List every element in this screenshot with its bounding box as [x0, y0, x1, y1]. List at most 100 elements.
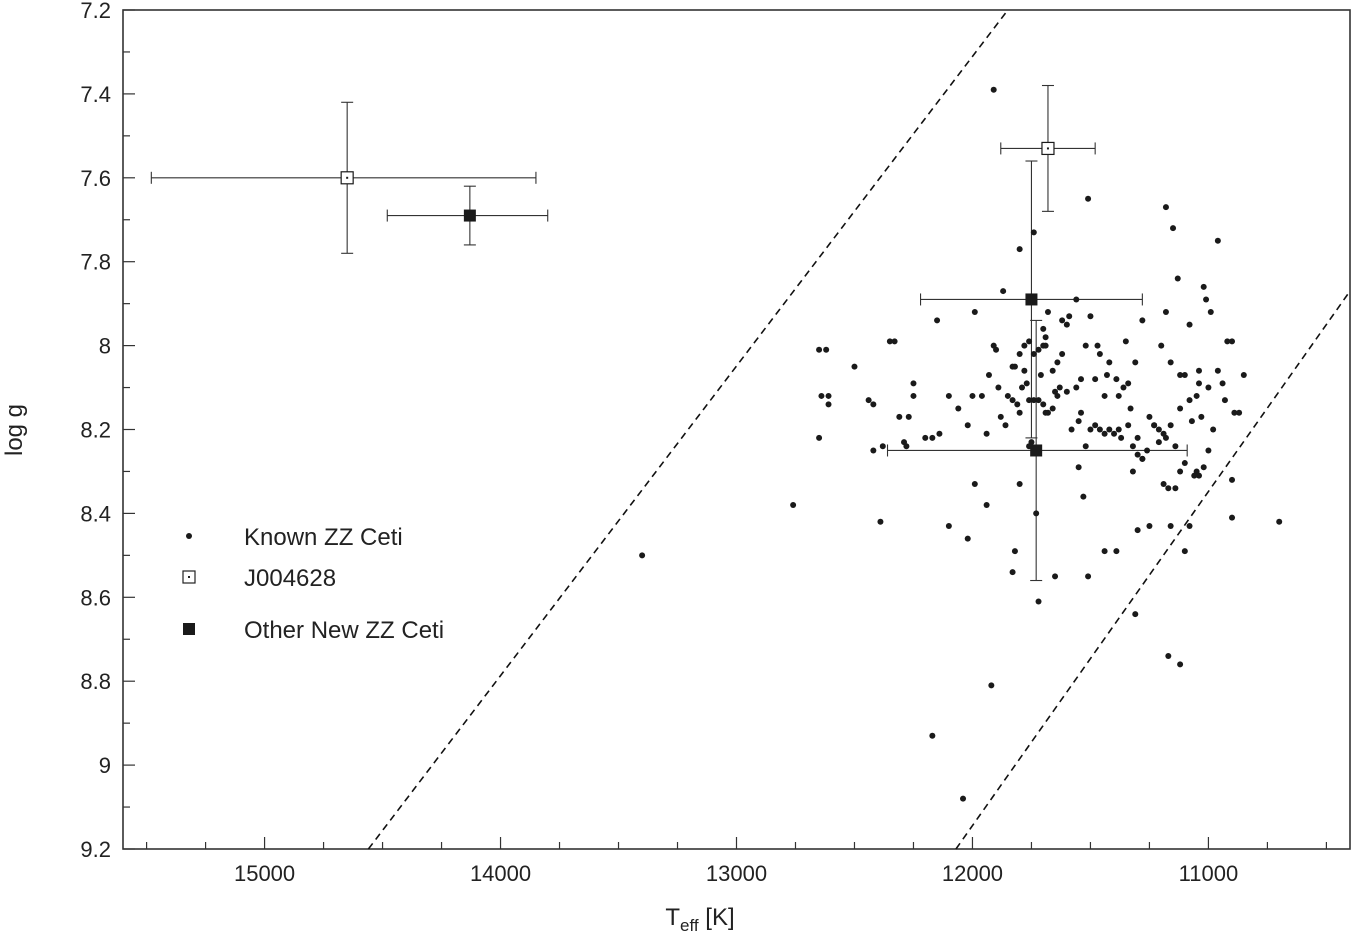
known-zz-ceti-point [1073, 296, 1080, 303]
known-zz-ceti-point [896, 413, 903, 420]
known-zz-ceti-point [1066, 313, 1073, 320]
known-zz-ceti-point [1224, 338, 1231, 345]
strip-line-red-edge [955, 290, 1351, 850]
known-zz-ceti-point [877, 518, 884, 525]
y-tick-labels: 7.2 7.4 7.6 7.8 8 8.2 8.4 8.6 8.8 9 9.2 [80, 0, 111, 862]
known-zz-ceti-point [1214, 367, 1221, 374]
known-zz-ceti-point [1195, 472, 1202, 479]
known-zz-ceti-point [1139, 317, 1146, 324]
known-zz-ceti-point [1063, 388, 1070, 395]
known-zz-ceti-point [1011, 548, 1018, 555]
legend: Known ZZ Ceti J004628 Other New ZZ Ceti [182, 524, 444, 644]
known-zz-ceti-point [1078, 376, 1085, 383]
known-zz-ceti-point [1240, 371, 1247, 378]
known-zz-ceti-point [1049, 367, 1056, 374]
known-zz-ceti-point [1219, 380, 1226, 387]
other-new-zz-ceti-point [1030, 444, 1043, 457]
known-zz-ceti-point [1146, 522, 1153, 529]
known-zz-ceti-point [1276, 518, 1283, 525]
known-zz-ceti-point [1106, 359, 1113, 366]
known-zz-ceti-point [1214, 237, 1221, 244]
known-zz-ceti-point [983, 430, 990, 437]
known-zz-ceti-point [1167, 422, 1174, 429]
known-zz-ceti-point [1016, 350, 1023, 357]
known-zz-ceti-point [1177, 371, 1184, 378]
known-zz-ceti-point [929, 434, 936, 441]
known-zz-ceti-point [964, 535, 971, 542]
known-zz-ceti-point [1080, 493, 1087, 500]
known-zz-ceti-point [1198, 413, 1205, 420]
x-axis-title-subscript: eff [680, 916, 699, 933]
known-zz-ceti-point [1096, 426, 1103, 433]
known-zz-ceti-point [905, 413, 912, 420]
known-zz-ceti-point [1134, 434, 1141, 441]
known-zz-ceti-point [1033, 510, 1040, 517]
known-zz-ceti-point [865, 397, 872, 404]
known-zz-ceti-point [960, 795, 967, 802]
strip-line-blue-edge [367, 9, 1009, 850]
known-zz-ceti-point [1054, 392, 1061, 399]
known-zz-ceti-point [1082, 443, 1089, 450]
known-zz-ceti-point [910, 392, 917, 399]
known-zz-ceti-point [1139, 455, 1146, 462]
known-zz-ceti-point [1030, 350, 1037, 357]
known-zz-ceti-point [1092, 422, 1099, 429]
x-tick-labels: 15000 14000 13000 12000 11000 [234, 861, 1238, 886]
j004628-point-center [1046, 147, 1049, 150]
x-axis-title-unit: [K] [699, 904, 735, 931]
y-tick-label: 7.2 [80, 0, 111, 23]
known-zz-ceti-point [1021, 342, 1028, 349]
known-zz-ceti-point [1113, 376, 1120, 383]
known-zz-ceti-point [955, 405, 962, 412]
known-zz-ceti-point [1035, 598, 1042, 605]
known-zz-ceti-point [934, 317, 941, 324]
known-zz-ceti-point [1004, 392, 1011, 399]
known-zz-ceti-point [1195, 367, 1202, 374]
y-tick-label: 8.8 [80, 669, 111, 694]
known-zz-ceti-point [790, 502, 797, 509]
known-zz-ceti-point [851, 363, 858, 370]
known-zz-ceti-point [1120, 384, 1127, 391]
known-zz-ceti-point [1188, 418, 1195, 425]
known-zz-ceti-point [1160, 481, 1167, 488]
known-zz-ceti-point [825, 392, 832, 399]
known-zz-ceti-point [1167, 359, 1174, 366]
known-zz-ceti-point [1082, 342, 1089, 349]
known-zz-ceti-point [1162, 204, 1169, 211]
known-zz-ceti-point [818, 392, 825, 399]
known-zz-ceti-point [1165, 485, 1172, 492]
known-zz-ceti-point [1040, 401, 1047, 408]
known-zz-ceti-point [1073, 384, 1080, 391]
y-tick-label: 9.2 [80, 837, 111, 862]
known-zz-ceti-point [1101, 548, 1108, 555]
known-zz-ceti-point [1021, 367, 1028, 374]
known-zz-ceti-point [969, 392, 976, 399]
known-zz-ceti-point [1170, 225, 1177, 232]
known-zz-ceti-point [1019, 384, 1026, 391]
x-tick-label: 13000 [706, 861, 767, 886]
known-zz-ceti-point [1087, 426, 1094, 433]
known-zz-ceti-point [1101, 430, 1108, 437]
known-zz-ceti-point [936, 430, 943, 437]
known-zz-ceti-point [1037, 371, 1044, 378]
known-zz-ceti-point [1172, 443, 1179, 450]
other-new-zz-ceti-point [1025, 293, 1038, 306]
error-bars [150, 84, 1188, 582]
known-zz-ceti-point [1113, 548, 1120, 555]
known-zz-ceti-point [1056, 384, 1063, 391]
known-zz-ceti-point [1122, 338, 1129, 345]
known-zz-ceti-point [1155, 439, 1162, 446]
known-zz-ceti-point [1165, 653, 1172, 660]
known-zz-ceti-point [1167, 522, 1174, 529]
known-zz-ceti-point [971, 481, 978, 488]
known-zz-ceti-point [1177, 405, 1184, 412]
known-zz-ceti-point [1059, 317, 1066, 324]
known-zz-ceti-point [1016, 246, 1023, 253]
known-zz-ceti-point [1144, 447, 1151, 454]
y-tick-label: 8 [99, 334, 111, 359]
known-zz-ceti-point [1193, 392, 1200, 399]
known-zz-ceti-point [816, 346, 823, 353]
legend-label-other-new: Other New ZZ Ceti [244, 617, 444, 644]
legend-marker-other-new [183, 623, 195, 635]
known-zz-ceti-point [1127, 405, 1134, 412]
